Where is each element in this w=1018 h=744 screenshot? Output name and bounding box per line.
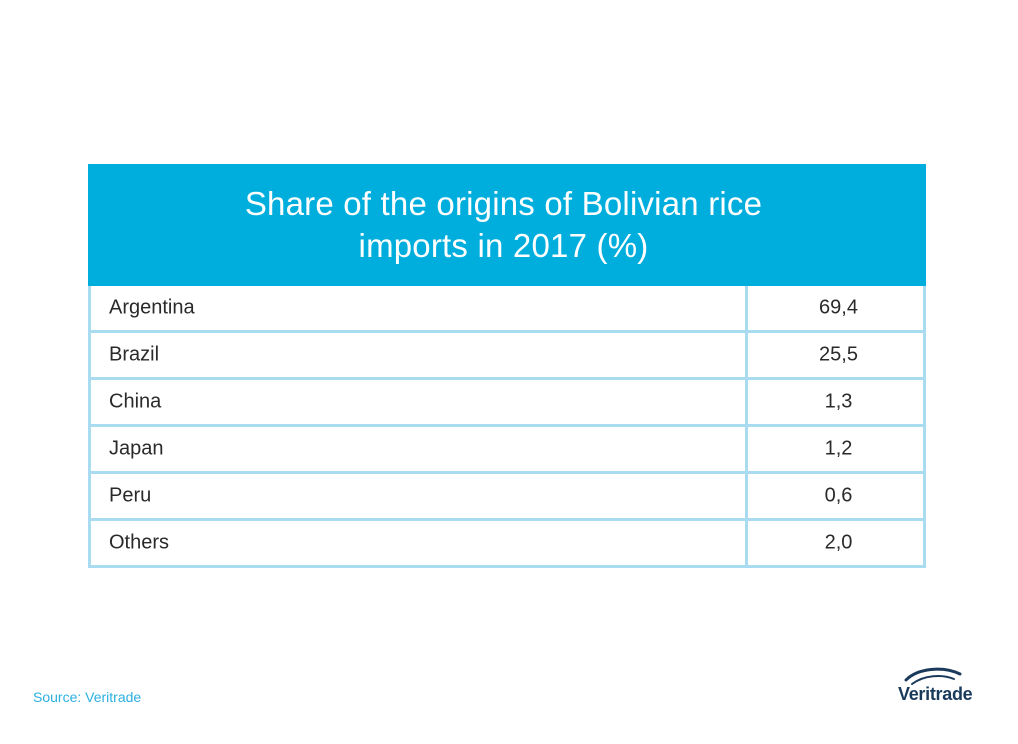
country-cell: Japan: [109, 437, 164, 460]
country-cell: Argentina: [109, 296, 195, 319]
table-row: Japan 1,2: [88, 427, 926, 474]
country-cell: Others: [109, 531, 170, 554]
logo-text: Veritrade: [898, 684, 973, 704]
value-cell: 69,4: [819, 296, 858, 319]
table-row: Brazil 25,5: [88, 333, 926, 380]
value-cell: 0,6: [824, 484, 853, 507]
country-cell: Brazil: [109, 343, 160, 366]
value-cell: 2,0: [824, 531, 853, 554]
country-cell: Peru: [109, 484, 152, 507]
source-note: Source: Veritrade: [33, 689, 142, 705]
table-row: China 1,3: [88, 380, 926, 427]
table-body: Argentina 69,4 Brazil 25,5 China 1,3 Jap…: [88, 286, 926, 568]
table-row: Argentina 69,4: [88, 286, 926, 333]
country-cell: China: [109, 390, 162, 413]
value-cell: 25,5: [819, 343, 858, 366]
value-cell: 1,3: [824, 390, 853, 413]
table-title: Share of the origins of Bolivian rice im…: [244, 185, 763, 264]
data-table: Share of the origins of Bolivian rice im…: [88, 164, 926, 568]
column-divider: [745, 286, 748, 568]
table-row: Peru 0,6: [88, 474, 926, 521]
veritrade-swoosh-logo-icon: [904, 667, 962, 685]
table-header: Share of the origins of Bolivian rice im…: [88, 164, 926, 286]
table-row: Others 2,0: [88, 521, 926, 568]
veritrade-logo: Veritrade: [898, 666, 988, 716]
value-cell: 1,2: [824, 437, 853, 460]
